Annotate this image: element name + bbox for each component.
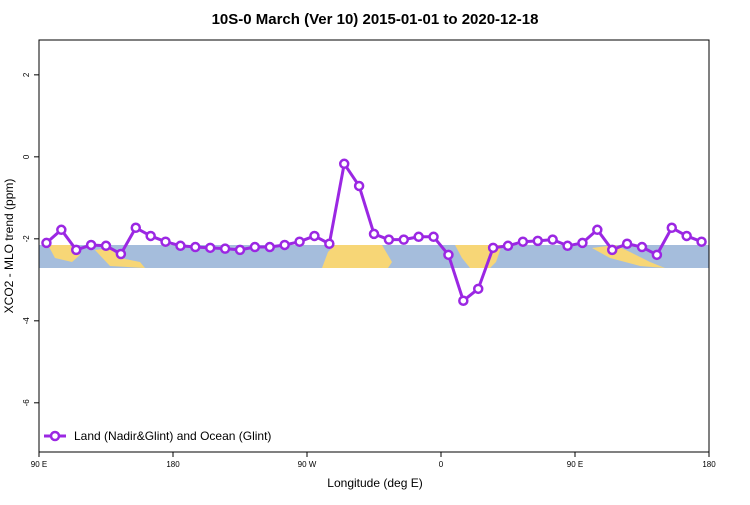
data-point [413, 231, 424, 243]
x-axis-label: Longitude (deg E) [327, 476, 422, 490]
y-tick-label: -4 [22, 317, 31, 325]
data-point [56, 224, 67, 236]
data-point [175, 240, 186, 252]
land [322, 245, 392, 268]
x-tick-label: 90 E [31, 460, 47, 469]
data-point [547, 234, 558, 245]
data-point [592, 224, 603, 236]
data-point [219, 243, 231, 254]
data-point [696, 236, 707, 247]
data-point [264, 241, 276, 253]
data-point [70, 244, 82, 256]
plot-frame [38, 39, 710, 453]
data-point [249, 241, 261, 253]
data-point [130, 222, 142, 234]
data-point [383, 234, 395, 245]
data-point [338, 158, 350, 170]
data-point [666, 222, 678, 234]
data-point [190, 241, 201, 253]
legend-marker [49, 430, 61, 442]
data-point [145, 230, 156, 242]
y-tick-label: -6 [22, 399, 31, 407]
x-tick-label: 0 [439, 460, 444, 469]
data-point [353, 180, 365, 192]
data-point [443, 249, 454, 261]
data-point [160, 236, 171, 247]
data-point [368, 228, 380, 240]
y-tick-label: -2 [22, 235, 31, 243]
y-tick-label: 2 [22, 72, 31, 77]
data-point [577, 237, 588, 249]
data-point [636, 241, 648, 253]
data-point [324, 238, 335, 249]
data-point [458, 295, 469, 306]
chart-title: 10S-0 March (Ver 10) 2015-01-01 to 2020-… [212, 11, 539, 28]
data-point [204, 242, 216, 254]
data-point [502, 240, 514, 252]
data-point [532, 235, 544, 247]
data-point [472, 283, 484, 295]
data-point [279, 239, 290, 251]
data-point [294, 236, 305, 247]
data-point [398, 234, 410, 245]
data-point [115, 248, 127, 260]
data-point [309, 230, 320, 242]
data-point [85, 239, 97, 251]
data-point [487, 242, 499, 254]
data-point [517, 236, 529, 247]
data-point [41, 237, 52, 249]
data-point [100, 240, 112, 252]
legend: Land (Nadir&Glint) and Ocean (Glint) [44, 429, 271, 443]
data-point [621, 238, 633, 249]
data-point [234, 244, 246, 256]
data-point [428, 231, 439, 243]
legend-label: Land (Nadir&Glint) and Ocean (Glint) [74, 429, 271, 443]
y-tick-label: 0 [22, 154, 31, 159]
x-tick-label: 90 W [298, 460, 317, 469]
y-axis-label: XCO2 - MLO trend (ppm) [2, 179, 16, 314]
data-point [606, 244, 618, 256]
data-point [651, 249, 663, 261]
data-point [681, 230, 692, 242]
data-point [562, 240, 573, 252]
x-tick-label: 90 E [567, 460, 583, 469]
x-tick-label: 180 [702, 460, 716, 469]
x-tick-label: 180 [166, 460, 180, 469]
